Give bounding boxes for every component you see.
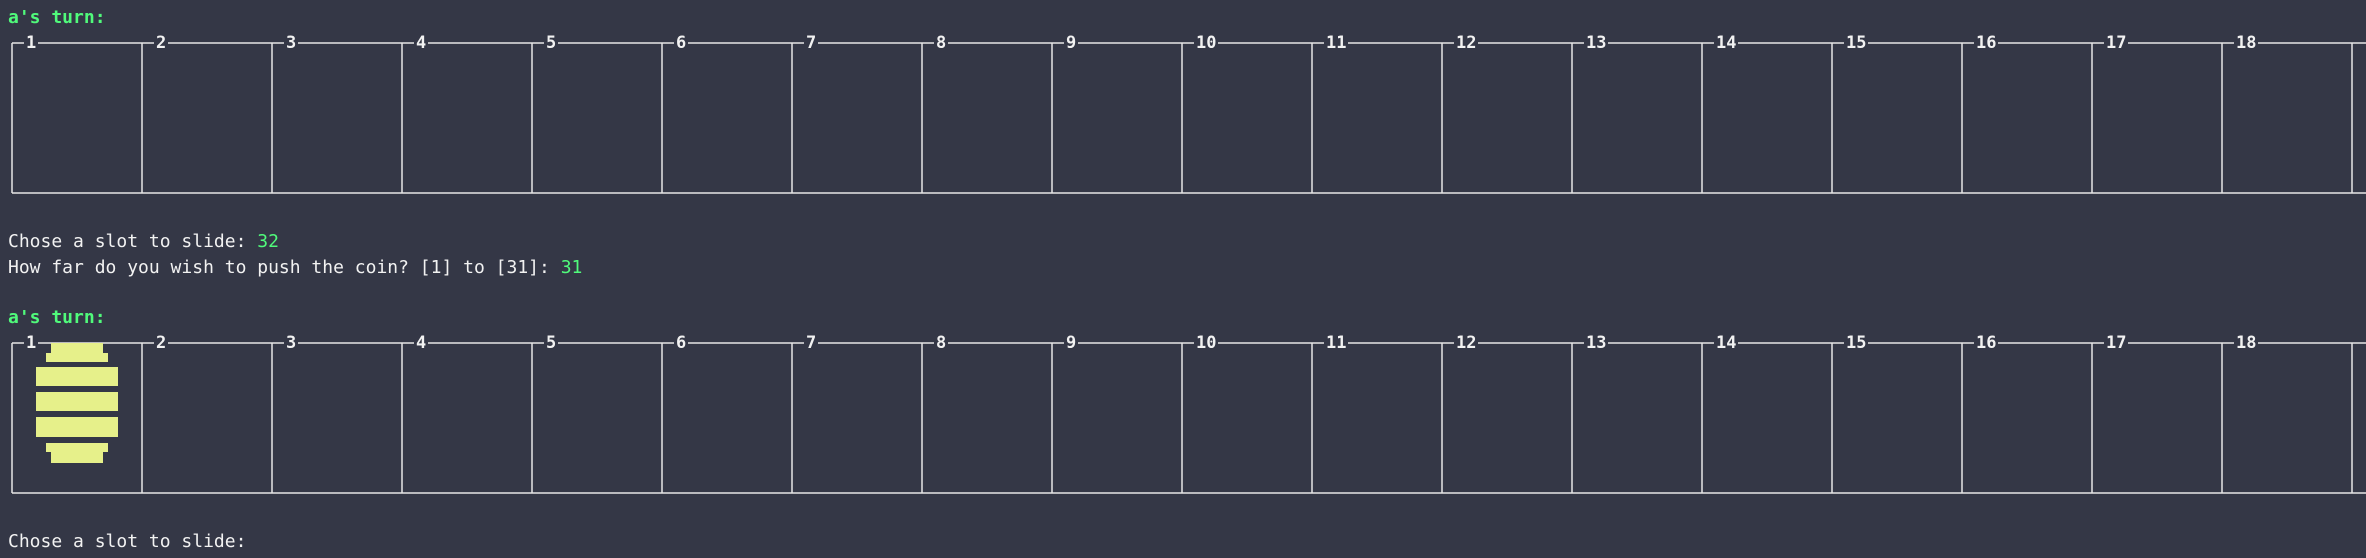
slot-number: 13 <box>1584 33 1609 53</box>
slot-number: 1 <box>24 33 39 53</box>
slot-number: 18 <box>2234 33 2259 53</box>
slot-number: 11 <box>1324 333 1349 353</box>
push-prompt-line: How far do you wish to push the coin? [1… <box>8 256 582 280</box>
slot-number: 6 <box>674 333 689 353</box>
slot-number: 5 <box>544 33 559 53</box>
slot-answer: 32 <box>257 231 279 252</box>
slot-number: 12 <box>1454 33 1479 53</box>
slot-number: 13 <box>1584 333 1609 353</box>
coin-icon <box>36 343 118 463</box>
turn-label: a's turn: <box>8 307 106 328</box>
slot-number: 15 <box>1844 333 1869 353</box>
board-grid <box>11 42 2366 194</box>
slot-number: 10 <box>1194 333 1219 353</box>
slot-prompt: Chose a slot to slide: <box>8 531 247 552</box>
slot-number: 6 <box>674 33 689 53</box>
slot-number: 1 <box>24 333 39 353</box>
slot-number: 16 <box>1974 33 1999 53</box>
turn-label: a's turn: <box>8 7 106 28</box>
slot-prompt-line[interactable]: Chose a slot to slide: <box>8 530 246 554</box>
slot-number: 4 <box>414 333 429 353</box>
slot-number: 9 <box>1064 333 1079 353</box>
slot-number: 7 <box>804 33 819 53</box>
slot-number: 8 <box>934 333 949 353</box>
slot-number: 17 <box>2104 33 2129 53</box>
slot-number: 9 <box>1064 33 1079 53</box>
push-answer: 31 <box>560 257 583 278</box>
slot-number: 2 <box>154 33 169 53</box>
slot-number: 2 <box>154 333 169 353</box>
slot-number: 5 <box>544 333 559 353</box>
slot-number: 7 <box>804 333 819 353</box>
coin-board: 1 2 3 4 5 6 7 8 9 10 11 12 13 14 15 16 17 18 <box>11 333 2366 494</box>
coin-board: 1 2 3 4 5 6 7 8 9 10 11 12 13 14 15 16 17 18 <box>11 33 2366 194</box>
slot-prompt-line: Chose a slot to slide: 32 <box>8 230 279 254</box>
slot-number: 3 <box>284 333 299 353</box>
slot-number: 10 <box>1194 33 1219 53</box>
slot-number: 18 <box>2234 333 2259 353</box>
slot-number: 8 <box>934 33 949 53</box>
push-prompt: How far do you wish to push the coin? [1… <box>8 257 561 278</box>
slot-number: 16 <box>1974 333 1999 353</box>
slot-number: 15 <box>1844 33 1869 53</box>
board-grid <box>11 342 2366 494</box>
slot-number: 12 <box>1454 333 1479 353</box>
slot-number: 14 <box>1714 333 1739 353</box>
slot-prompt: Chose a slot to slide: <box>8 231 258 252</box>
slot-number: 11 <box>1324 33 1349 53</box>
slot-number: 3 <box>284 33 299 53</box>
slot-number: 14 <box>1714 33 1739 53</box>
slot-number: 4 <box>414 33 429 53</box>
slot-number: 17 <box>2104 333 2129 353</box>
